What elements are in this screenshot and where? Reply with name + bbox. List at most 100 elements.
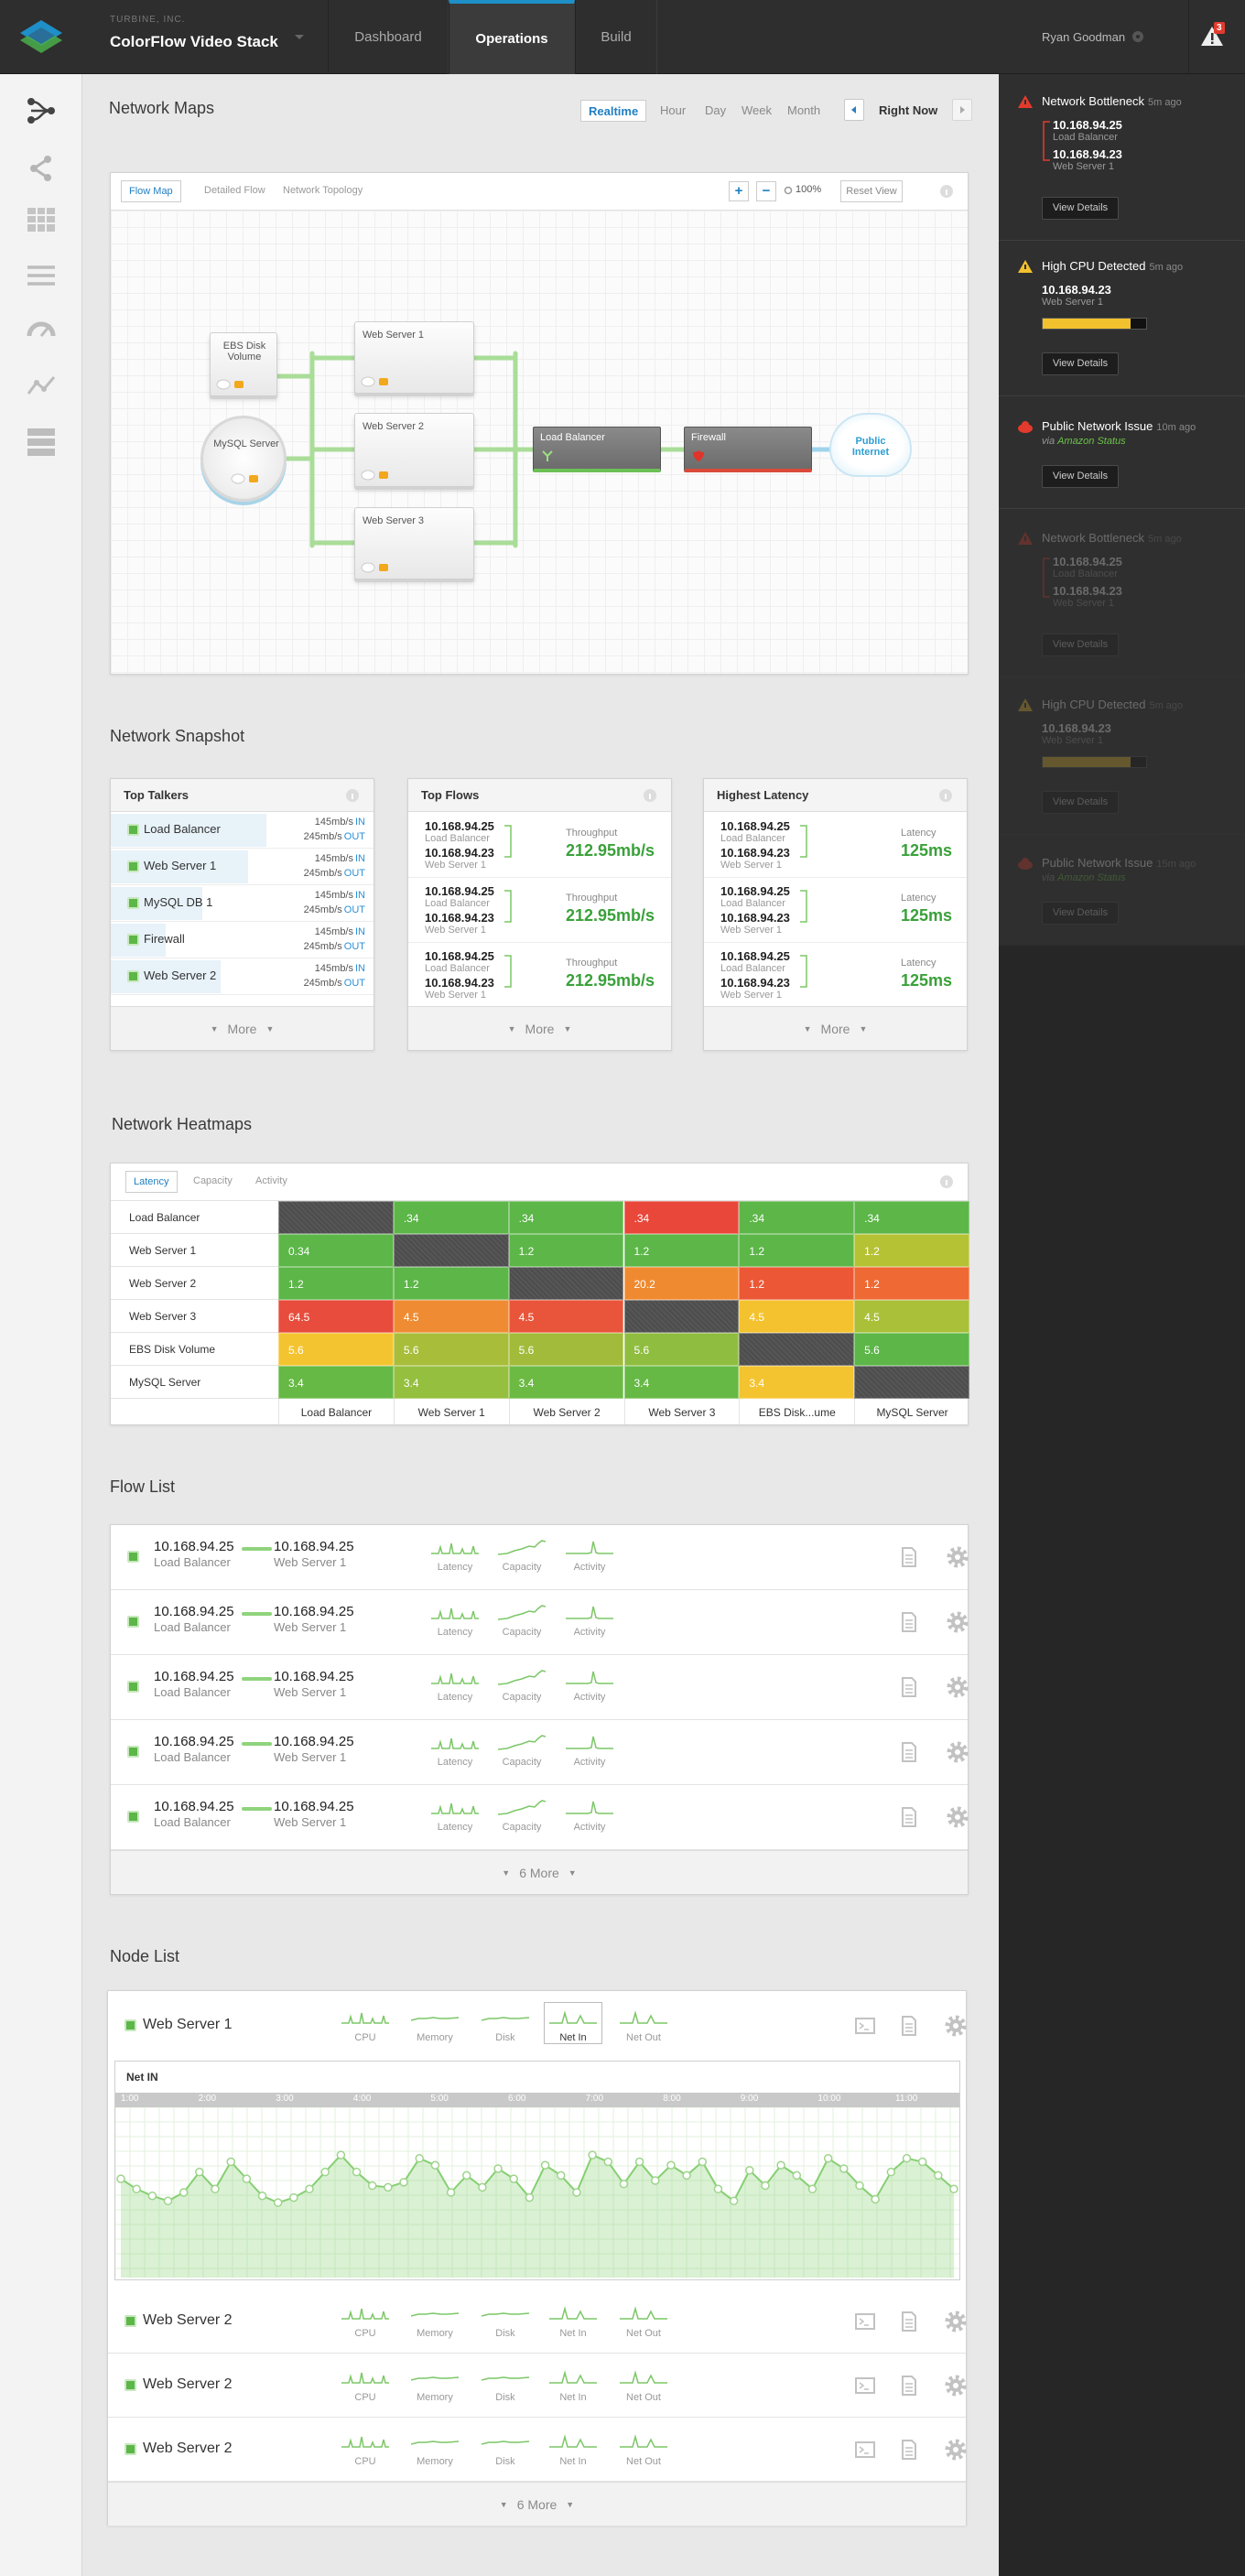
time-range[interactable]: Hour — [660, 103, 687, 117]
view-details-button[interactable]: View Details — [1042, 197, 1119, 220]
details-icon[interactable] — [901, 1612, 917, 1632]
details-icon[interactable] — [901, 1677, 917, 1697]
storage-icon[interactable] — [27, 428, 55, 456]
caret: ▼ — [568, 1867, 577, 1878]
details-icon[interactable] — [901, 2440, 917, 2460]
map-node[interactable]: Public Internet — [829, 413, 912, 477]
map-tab[interactable]: Flow Map — [121, 180, 181, 202]
more-button[interactable]: ▼ More ▼ — [111, 1006, 374, 1050]
map-node[interactable]: Web Server 3 — [354, 507, 474, 579]
flow-row[interactable]: 10.168.94.25 Load Balancer 10.168.94.25 Web… — [111, 1590, 969, 1655]
sparkline-path — [431, 1672, 479, 1684]
time-range[interactable]: Day — [705, 103, 727, 117]
details-icon[interactable] — [901, 2311, 917, 2332]
flow-row[interactable]: 10.168.94.25 Load Balancer 10.168.94.25 Web… — [111, 1785, 969, 1850]
user-settings[interactable] — [1131, 29, 1145, 44]
settings-icon[interactable] — [945, 2375, 967, 2397]
settings-icon[interactable] — [947, 1676, 969, 1698]
nav-item[interactable]: Dashboard — [328, 0, 449, 74]
map-node[interactable]: EBS Disk Volume — [210, 332, 277, 396]
time-range[interactable]: Realtime — [580, 100, 647, 122]
doc-shape — [902, 1742, 916, 1762]
more-button[interactable]: ▼ More ▼ — [408, 1006, 671, 1050]
src-ip: 10.168.94.25 — [1053, 555, 1122, 568]
rate-direction: OUT — [343, 868, 365, 879]
map-tab[interactable]: Network Topology — [283, 185, 363, 196]
prev-button[interactable] — [844, 99, 864, 121]
heatmap-tab[interactable]: Latency — [125, 1171, 178, 1193]
alerts-icon[interactable] — [1201, 26, 1225, 48]
nav-item[interactable]: Operations — [449, 0, 575, 74]
terminal-icon[interactable] — [855, 2441, 875, 2458]
flow-row[interactable]: 10.168.94.25 Load Balancer 10.168.94.25 Web… — [111, 1655, 969, 1720]
flow-bracket — [800, 955, 807, 988]
map-node[interactable]: Firewall — [684, 427, 812, 472]
map-node[interactable]: Web Server 2 — [354, 413, 474, 487]
trend-icon[interactable] — [27, 373, 56, 397]
sparkline — [482, 2017, 529, 2021]
next-button[interactable] — [952, 99, 972, 121]
nav-item[interactable]: Build — [575, 0, 657, 74]
heatmap-tab[interactable]: Activity — [255, 1175, 287, 1186]
data-point — [320, 2167, 330, 2177]
heatmap-icon[interactable] — [27, 208, 55, 232]
view-details-button[interactable]: View Details — [1042, 791, 1119, 814]
settings-icon[interactable] — [945, 2311, 967, 2332]
flow-row[interactable]: 10.168.94.25 Load Balancer 10.168.94.25 Web… — [111, 1525, 969, 1590]
heatmap-cell — [739, 1333, 855, 1366]
more-button[interactable]: ▼ 6 More ▼ — [108, 2482, 966, 2526]
map-node[interactable]: Web Server 1 — [354, 321, 474, 394]
terminal-icon[interactable] — [855, 2313, 875, 2330]
zoom-button[interactable]: + — [729, 181, 749, 201]
node-row[interactable]: Web Server 2 CPU Memory Disk Net In Net Out — [108, 2289, 967, 2354]
node-row[interactable]: Web Server 2 CPU Memory Disk Net In Net Out — [108, 2418, 967, 2482]
details-icon[interactable] — [901, 2376, 917, 2396]
time-range[interactable]: Month — [787, 103, 821, 117]
view-details-button[interactable]: View Details — [1042, 633, 1119, 656]
gauge-icon[interactable] — [27, 319, 56, 338]
settings-icon[interactable] — [945, 2439, 967, 2461]
user-name[interactable]: Ryan Goodman — [1042, 30, 1126, 44]
alert-title: Public Network Issue 15m ago — [1042, 856, 1196, 870]
alert-icon — [1018, 532, 1033, 545]
list-icon[interactable] — [27, 265, 55, 287]
flow-icon[interactable] — [26, 97, 57, 124]
node-row[interactable]: Web Server 1 CPU Memory Disk Net In Net Out — [108, 1991, 967, 2061]
map-node[interactable]: Load Balancer — [533, 427, 661, 472]
node-label: Web Server 3 — [363, 515, 425, 526]
settings-icon[interactable] — [947, 1806, 969, 1828]
details-icon[interactable] — [901, 1742, 917, 1762]
settings-icon[interactable] — [947, 1546, 969, 1568]
view-details-button[interactable]: View Details — [1042, 465, 1119, 488]
rate-value: 245mb/s — [303, 978, 342, 989]
product-dropdown[interactable] — [295, 34, 306, 41]
reset-view[interactable]: Reset View — [840, 180, 903, 202]
status-indicator — [127, 1681, 139, 1693]
settings-icon[interactable] — [945, 2015, 967, 2037]
view-details-button[interactable]: View Details — [1042, 902, 1119, 925]
map-tab[interactable]: Detailed Flow — [204, 185, 265, 196]
map-node[interactable]: MySQL Server — [200, 416, 287, 502]
more-button[interactable]: ▼ More ▼ — [704, 1006, 967, 1050]
details-icon[interactable] — [901, 1547, 917, 1567]
view-details-button[interactable]: View Details — [1042, 352, 1119, 375]
terminal-icon[interactable] — [855, 2018, 875, 2034]
flow-map-panel: Flow Map Detailed Flow Network Topology + − 1… — [110, 172, 969, 675]
metric-label: Activity — [573, 1822, 606, 1833]
share-icon[interactable] — [27, 155, 55, 182]
terminal-icon[interactable] — [855, 2377, 875, 2394]
settings-icon[interactable] — [947, 1741, 969, 1763]
flow-row[interactable]: 10.168.94.25 Load Balancer 10.168.94.25 Web… — [111, 1720, 969, 1785]
src-name: Load Balancer — [720, 833, 785, 844]
time-range[interactable]: Week — [742, 103, 772, 117]
caret: ▼ — [265, 1023, 275, 1034]
details-icon[interactable] — [901, 1807, 917, 1827]
alert-divider — [999, 240, 1245, 241]
zoom-button[interactable]: − — [756, 181, 776, 201]
more-button[interactable]: ▼ 6 More ▼ — [111, 1850, 968, 1894]
node-row[interactable]: Web Server 2 CPU Memory Disk Net In Net Out — [108, 2354, 967, 2418]
data-point — [399, 2178, 408, 2187]
details-icon[interactable] — [901, 2016, 917, 2036]
settings-icon[interactable] — [947, 1611, 969, 1633]
heatmap-tab[interactable]: Capacity — [193, 1175, 233, 1186]
